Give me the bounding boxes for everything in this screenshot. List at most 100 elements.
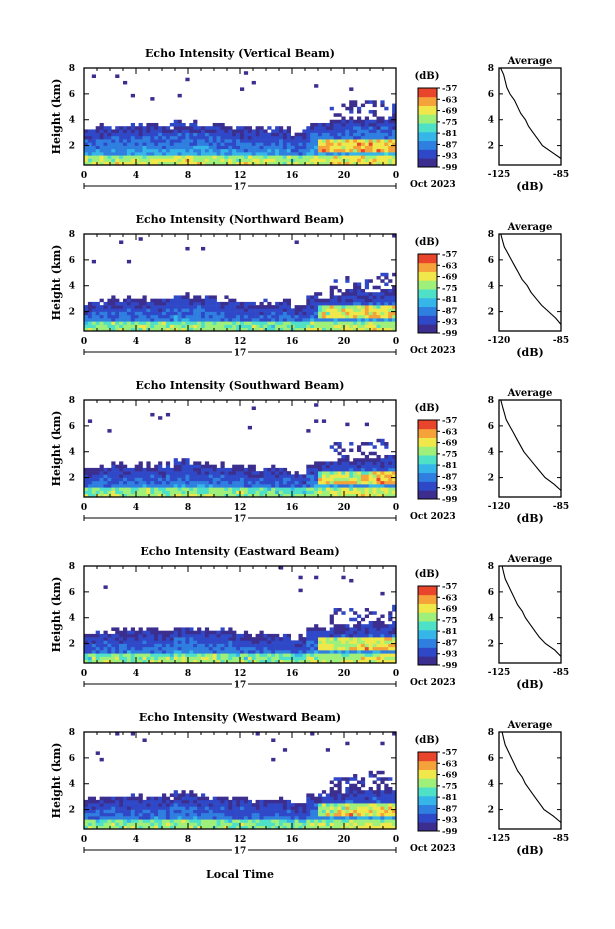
heatmap-cell: [212, 653, 217, 657]
heatmap-cell: [286, 637, 291, 641]
heatmap-cell: [298, 640, 303, 644]
heatmap-cell: [372, 793, 377, 797]
heatmap-cell: [111, 484, 116, 488]
heatmap-cell: [162, 129, 167, 133]
heatmap-cell: [216, 630, 221, 635]
heatmap-cell: [353, 139, 358, 143]
heatmap-cell: [181, 148, 186, 153]
heatmap-cell: [298, 819, 303, 823]
heatmap-cell: [353, 321, 358, 325]
heatmap-cell: [240, 305, 245, 309]
heatmap-cell: [314, 298, 319, 303]
heatmap-cell: [255, 155, 260, 159]
heatmap-cell: [236, 474, 241, 478]
heatmap-cell: [84, 825, 89, 830]
heatmap-cell: [208, 637, 213, 641]
heatmap-cell: [321, 467, 327, 472]
heatmap-cell: [376, 311, 381, 316]
heatmap-cell: [321, 490, 327, 495]
x-tick-label: 4: [133, 337, 139, 347]
heatmap-cell: [353, 152, 358, 156]
heatmap-cell: [267, 809, 272, 814]
heatmap-cell: [251, 145, 256, 150]
heatmap-cell: [138, 493, 143, 498]
heatmap-cell: [318, 161, 323, 166]
heatmap-cell: [388, 640, 393, 644]
colorbar-tick-label: -75: [442, 616, 457, 626]
heatmap-cell: [204, 139, 210, 143]
heatmap-cell: [247, 490, 252, 495]
heatmap-cell: [232, 653, 237, 657]
heatmap-cell: [251, 155, 256, 159]
heatmap-cell: [115, 142, 120, 146]
heatmap-cell: [126, 809, 132, 814]
heatmap-cell: [302, 129, 307, 133]
heatmap-cell: [329, 301, 334, 306]
heatmap-cell: [204, 474, 210, 478]
heatmap-cell: [134, 659, 139, 664]
heatmap-cell: [212, 816, 217, 820]
heatmap-cell: [169, 327, 174, 332]
heatmap-cell: [216, 484, 221, 488]
heatmap-cell: [212, 132, 217, 137]
heatmap-cell: [251, 656, 256, 661]
heatmap-cell: [150, 825, 155, 830]
heatmap-cell: [228, 142, 233, 146]
heatmap-cell: [232, 825, 237, 830]
heatmap-cell: [123, 471, 128, 475]
heatmap-cell: [353, 487, 358, 491]
heatmap-cell: [162, 321, 167, 325]
heatmap-cell: [103, 161, 108, 166]
heatmap-cell: [204, 493, 210, 498]
heatmap-cell: [111, 809, 116, 814]
heatmap-cell: [372, 126, 377, 130]
heatmap-cell: [392, 122, 397, 127]
heatmap-cell: [318, 145, 323, 150]
heatmap-cell: [185, 471, 190, 475]
heatmap-cell: [364, 161, 369, 166]
heatmap-cell: [134, 305, 139, 309]
heatmap-cell: [240, 490, 245, 495]
heatmap-cell: [204, 656, 210, 661]
heatmap-cell: [282, 161, 288, 166]
heatmap-cell: [177, 311, 182, 316]
heatmap-cell: [204, 812, 210, 817]
heatmap-cell: [255, 311, 260, 316]
heatmap-cell: [329, 656, 334, 661]
heatmap-cell: [177, 477, 182, 482]
heatmap-cell: [146, 490, 151, 495]
heatmap-cell: [150, 490, 155, 495]
heatmap-cell: [189, 484, 194, 488]
heatmap-cell: [173, 643, 178, 648]
heatmap-cell: [302, 490, 307, 495]
heatmap-cell: [325, 311, 330, 316]
heatmap-cell: [360, 142, 366, 146]
heatmap-cell: [360, 324, 366, 329]
heatmap-cell: [162, 793, 167, 797]
heatmap-cell: [376, 155, 381, 159]
heatmap-cell: [185, 650, 190, 654]
heatmap-cell: [306, 822, 311, 827]
heatmap-cell: [384, 311, 389, 316]
heatmap-cell: [310, 477, 315, 482]
heatmap-cell: [341, 799, 346, 804]
heatmap-cell: [138, 129, 143, 133]
heatmap-cell: [392, 119, 397, 124]
heatmap-cell: [294, 643, 299, 648]
heatmap-cell: [294, 484, 299, 488]
heatmap-cell: [255, 152, 260, 156]
heatmap-cell: [294, 324, 299, 329]
heatmap-cell: [286, 816, 291, 820]
colorbar-segment: [418, 638, 437, 648]
heatmap-cell: [364, 422, 369, 427]
heatmap-cell: [115, 471, 120, 475]
heatmap-cell: [169, 806, 174, 810]
heatmap-cell: [162, 139, 167, 143]
heatmap-cell: [384, 314, 389, 319]
heatmap-cell: [165, 659, 171, 664]
heatmap-cell: [193, 806, 198, 810]
heatmap-cell: [150, 301, 155, 306]
heatmap-cell: [115, 132, 120, 137]
heatmap-cell: [368, 321, 373, 325]
heatmap-cell: [388, 650, 393, 654]
